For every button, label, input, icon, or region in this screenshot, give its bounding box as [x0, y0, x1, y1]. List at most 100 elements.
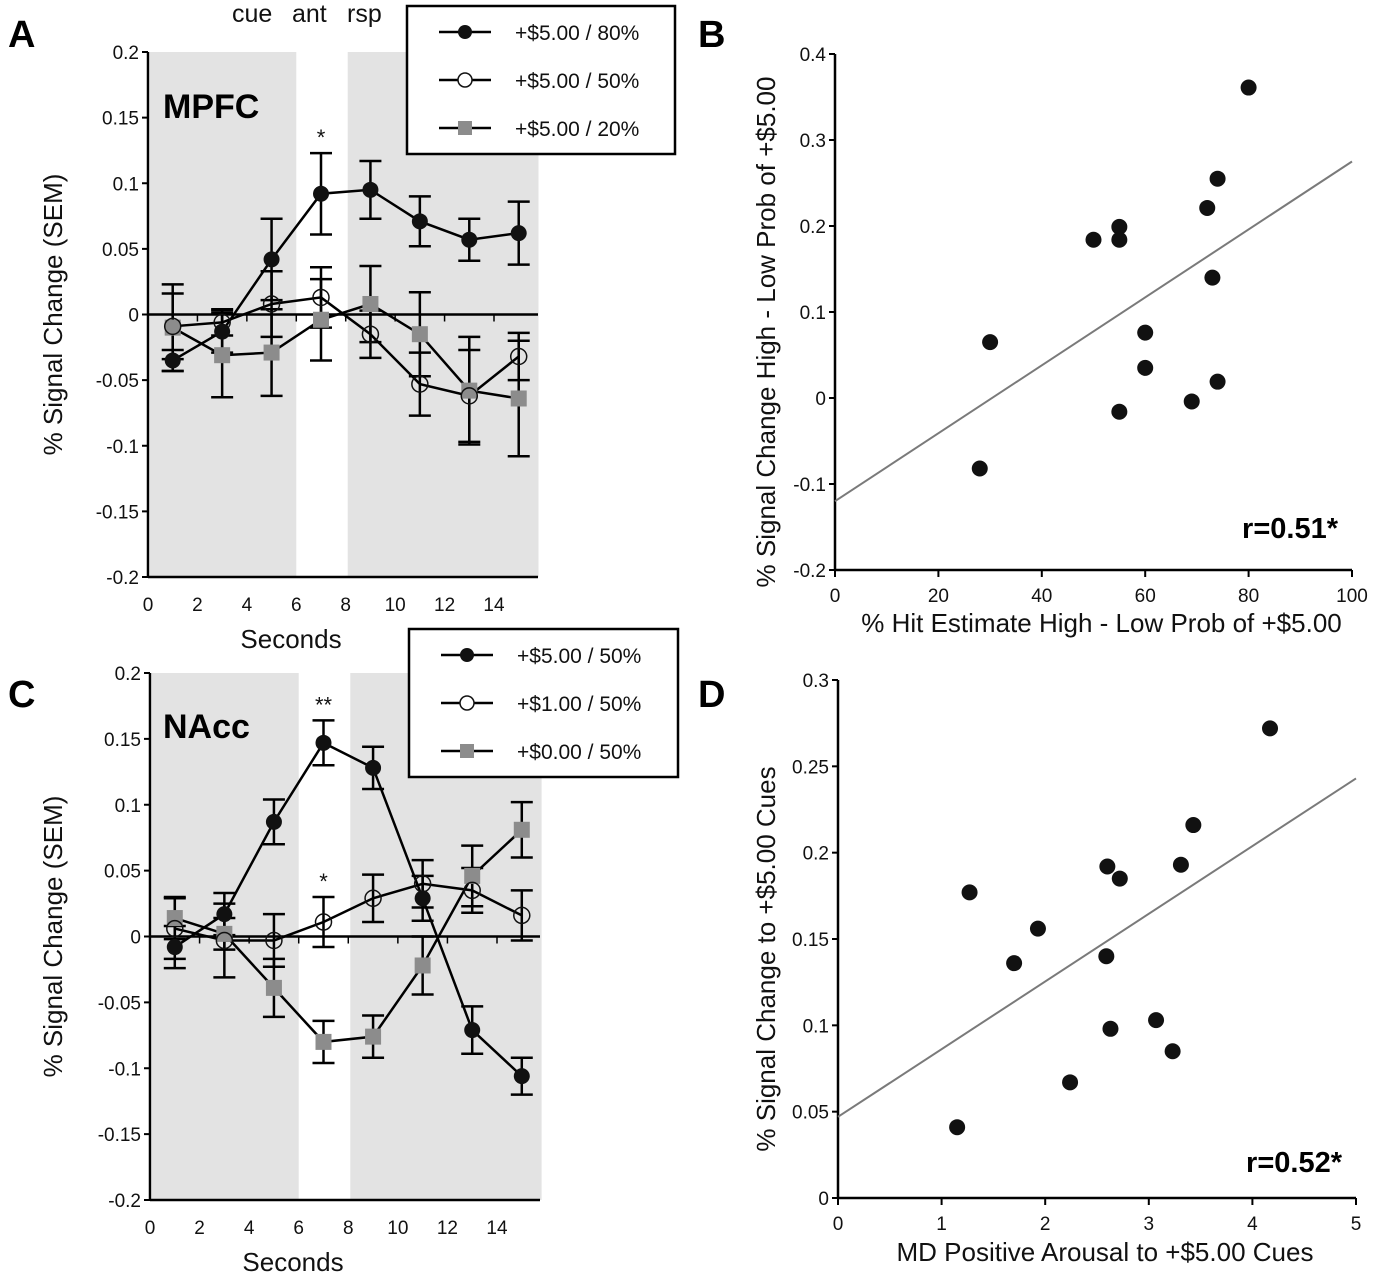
x-tick-label: 14 — [486, 1218, 508, 1239]
region-label: NAcc — [163, 708, 250, 746]
data-point-filled-circle — [365, 759, 382, 776]
legend-label: +$0.00 / 50% — [517, 741, 641, 764]
data-point-open-circle — [411, 375, 429, 393]
x-tick-label: 12 — [437, 1218, 458, 1239]
series-line — [172, 302, 519, 400]
y-tick-label: -0.15 — [96, 502, 139, 523]
data-point-filled-circle — [216, 906, 233, 923]
x-tick-label: 80 — [1238, 586, 1259, 607]
data-point-open-circle — [361, 325, 380, 343]
x-axis-title: Seconds — [240, 624, 341, 654]
scatter-point — [1006, 955, 1023, 972]
x-tick-label: 12 — [434, 595, 455, 616]
data-point-filled-circle — [414, 890, 431, 907]
x-tick-label: 100 — [1336, 586, 1368, 607]
x-tick-label: 10 — [387, 1218, 408, 1239]
data-point-filled-circle — [411, 213, 428, 230]
region-label: MPFC — [163, 88, 259, 126]
scatter-point — [1111, 870, 1128, 887]
data-point-filled-circle — [513, 1068, 530, 1085]
data-point-open-circle — [509, 347, 528, 366]
y-tick-label: 0.3 — [800, 131, 826, 152]
y-tick-label: -0.2 — [793, 561, 826, 582]
y-tick-label: -0.05 — [96, 371, 139, 392]
y-tick-label: 0 — [128, 306, 139, 327]
legend-label: +$5.00 / 80% — [515, 22, 639, 45]
legend-label: +$5.00 / 20% — [515, 118, 639, 141]
significance-marker: * — [319, 869, 328, 894]
panel-letter: A — [8, 14, 35, 56]
scatter-point — [1111, 403, 1128, 420]
scatter-point — [1111, 231, 1128, 248]
y-tick-label: -0.05 — [98, 993, 141, 1014]
scatter-point — [1098, 948, 1115, 965]
data-point-gray-square — [510, 390, 527, 407]
data-point-open-circle — [166, 919, 184, 938]
x-axis-title: % Hit Estimate High - Low Prob of +$5.00 — [861, 608, 1342, 638]
legend-label: +$1.00 / 50% — [517, 693, 641, 716]
y-axis-title: % Signal Change (SEM) — [38, 174, 68, 456]
y-axis-title: % Signal Change High - Low Prob of +$5.0… — [751, 77, 781, 588]
x-tick-label: 8 — [340, 595, 351, 616]
scatter-point — [971, 460, 988, 477]
x-tick-label: 6 — [291, 595, 302, 616]
panel-letter: C — [8, 674, 35, 716]
x-tick-label: 20 — [928, 586, 949, 607]
x-tick-label: 5 — [1351, 1214, 1362, 1235]
legend-gray-square-icon — [460, 744, 474, 758]
scatter-point — [982, 334, 999, 351]
y-tick-label: 0.1 — [115, 796, 141, 817]
data-point-filled-circle — [464, 1022, 481, 1039]
legend-label: +$5.00 / 50% — [515, 70, 639, 93]
y-tick-label: 0.4 — [800, 45, 827, 66]
data-point-filled-circle — [263, 251, 280, 268]
y-tick-label: 0 — [818, 1189, 829, 1210]
scatter-point — [1137, 359, 1154, 376]
data-point-filled-circle — [166, 939, 183, 956]
y-tick-label: -0.1 — [108, 1059, 141, 1080]
y-tick-label: 0.2 — [803, 844, 829, 865]
x-tick-label: 4 — [242, 595, 253, 616]
scatter-point — [1209, 373, 1226, 390]
scatter-point — [1111, 218, 1128, 235]
scatter-point — [1137, 324, 1154, 341]
data-point-open-circle — [215, 931, 234, 950]
phase-label-rsp: rsp — [347, 0, 382, 28]
data-point-gray-square — [411, 326, 428, 343]
x-tick-label: 4 — [1247, 1214, 1258, 1235]
legend-open-circle-icon — [459, 695, 475, 711]
x-tick-label: 0 — [833, 1214, 844, 1235]
data-point-open-circle — [364, 889, 382, 908]
phase-label-ant: ant — [292, 0, 327, 28]
data-point-open-circle — [265, 931, 283, 950]
data-point-filled-circle — [265, 813, 282, 830]
scatter-point — [1209, 170, 1226, 187]
data-point-open-circle — [513, 906, 531, 925]
scatter-point — [1099, 858, 1116, 875]
series-line — [174, 741, 523, 1078]
data-point-gray-square — [461, 382, 478, 399]
y-tick-label: 0.3 — [803, 671, 829, 692]
data-point-gray-square — [362, 296, 379, 312]
panel-C: 0.20.150.10.050-0.05-0.1-0.15-0.20 2 4 6 8 10… — [8, 627, 680, 1276]
scatter-point — [1085, 231, 1102, 248]
panel-letter: D — [698, 674, 725, 716]
scatter-point — [1062, 1074, 1079, 1091]
regression-line — [834, 160, 1353, 503]
data-point-gray-square — [216, 925, 233, 942]
data-point-open-circle — [314, 913, 333, 931]
x-tick-label: 3 — [1144, 1214, 1155, 1235]
correlation-annotation: r=0.51* — [1242, 513, 1339, 545]
data-point-gray-square — [414, 957, 431, 974]
significance-marker: ** — [315, 692, 333, 717]
scatter-point — [1148, 1012, 1165, 1029]
data-point-filled-circle — [313, 185, 329, 202]
data-point-filled-circle — [214, 323, 231, 340]
y-tick-label: 0.05 — [792, 1103, 829, 1124]
data-point-gray-square — [464, 867, 481, 884]
x-tick-label: 0 — [830, 586, 841, 607]
y-axis-title: % Signal Change (SEM) — [38, 796, 68, 1078]
phase-label-cue: cue — [232, 0, 272, 28]
legend-gray-square-icon — [458, 121, 472, 135]
